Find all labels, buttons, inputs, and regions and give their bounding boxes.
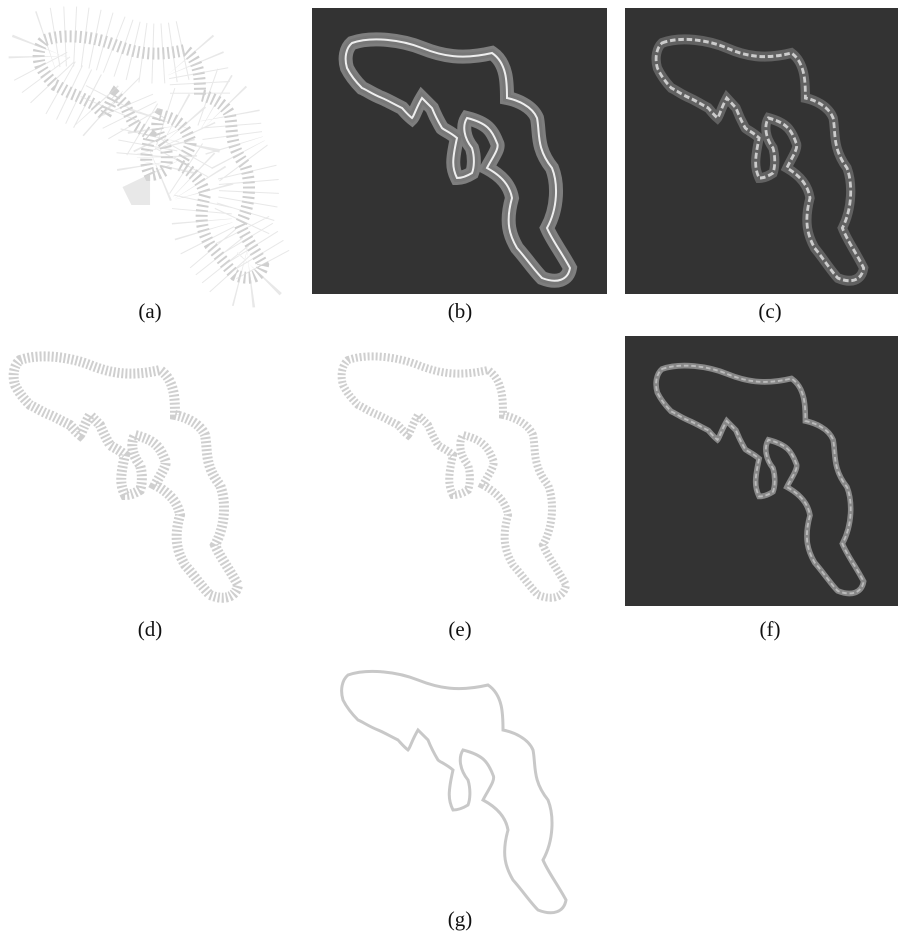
- panel-label: (b): [448, 299, 473, 323]
- panel-label: (c): [758, 299, 781, 323]
- panel-e: [342, 356, 566, 597]
- panel-a: [39, 36, 263, 277]
- panel-label: (g): [448, 907, 473, 931]
- point-cloud: [342, 356, 566, 597]
- panel-label: (f): [760, 617, 781, 641]
- noise-points: [39, 36, 263, 277]
- point-cloud: [14, 356, 238, 597]
- panel-label: (d): [138, 617, 163, 641]
- panel-label: (a): [138, 299, 161, 323]
- panel-d: [14, 356, 238, 597]
- panel-label: (e): [448, 617, 471, 641]
- point-cloud: [39, 36, 263, 277]
- panel-g: [342, 671, 566, 912]
- figure: (a) (b) (c) (d) (e) (f) (g): [0, 0, 898, 934]
- thinned-curve: [342, 671, 566, 912]
